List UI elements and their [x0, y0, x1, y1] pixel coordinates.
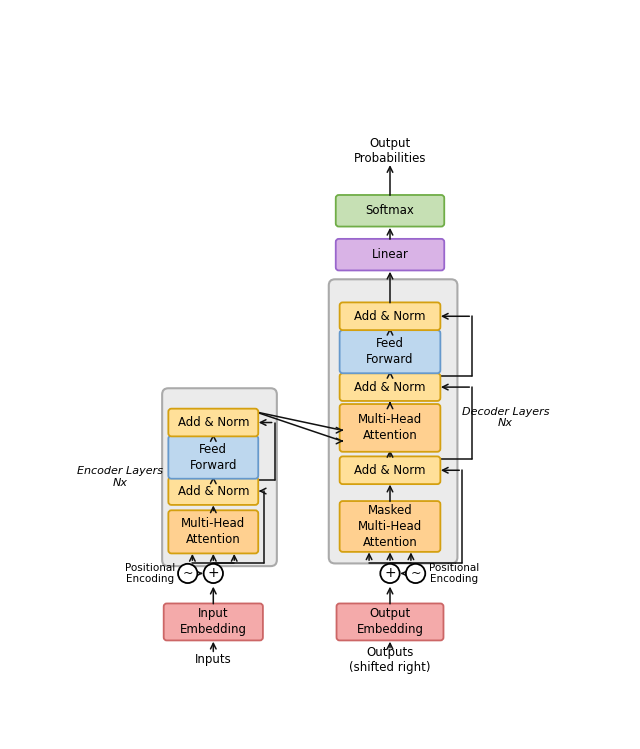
- Text: Add & Norm: Add & Norm: [177, 416, 249, 429]
- FancyBboxPatch shape: [340, 404, 440, 452]
- Circle shape: [380, 564, 400, 583]
- Text: Decoder Layers
Nx: Decoder Layers Nx: [461, 407, 549, 428]
- Text: Encoder Layers
Nx: Encoder Layers Nx: [77, 467, 163, 488]
- Text: ~: ~: [410, 567, 421, 580]
- Text: Multi-Head
Attention: Multi-Head Attention: [181, 518, 245, 546]
- Circle shape: [178, 564, 197, 583]
- Text: Add & Norm: Add & Norm: [355, 310, 426, 323]
- FancyBboxPatch shape: [336, 195, 444, 226]
- Text: Feed
Forward: Feed Forward: [189, 443, 237, 472]
- Circle shape: [204, 564, 223, 583]
- Text: Add & Norm: Add & Norm: [355, 464, 426, 477]
- Text: Multi-Head
Attention: Multi-Head Attention: [358, 413, 422, 443]
- Text: Softmax: Softmax: [365, 204, 415, 217]
- Text: +: +: [384, 566, 396, 580]
- Text: Masked
Multi-Head
Attention: Masked Multi-Head Attention: [358, 504, 422, 549]
- Text: Positional
Encoding: Positional Encoding: [125, 562, 175, 584]
- FancyBboxPatch shape: [168, 409, 259, 437]
- FancyBboxPatch shape: [340, 501, 440, 552]
- Text: ~: ~: [182, 567, 193, 580]
- FancyBboxPatch shape: [168, 436, 259, 479]
- FancyBboxPatch shape: [164, 604, 263, 640]
- FancyBboxPatch shape: [162, 388, 277, 566]
- Text: Output
Embedding: Output Embedding: [356, 607, 424, 637]
- FancyBboxPatch shape: [337, 604, 444, 640]
- Circle shape: [406, 564, 425, 583]
- Text: Input
Embedding: Input Embedding: [180, 607, 247, 637]
- Text: Linear: Linear: [372, 248, 408, 261]
- FancyBboxPatch shape: [329, 279, 458, 563]
- Text: Feed
Forward: Feed Forward: [366, 337, 413, 366]
- FancyBboxPatch shape: [340, 303, 440, 330]
- Text: Add & Norm: Add & Norm: [177, 485, 249, 497]
- FancyBboxPatch shape: [340, 330, 440, 373]
- FancyBboxPatch shape: [168, 477, 259, 505]
- Text: Inputs: Inputs: [195, 653, 232, 666]
- Text: +: +: [207, 566, 219, 580]
- FancyBboxPatch shape: [336, 239, 444, 270]
- FancyBboxPatch shape: [340, 373, 440, 401]
- Text: Add & Norm: Add & Norm: [355, 380, 426, 394]
- Text: Outputs
(shifted right): Outputs (shifted right): [349, 646, 431, 674]
- FancyBboxPatch shape: [168, 510, 259, 554]
- Text: Output
Probabilities: Output Probabilities: [354, 137, 426, 165]
- Text: Positional
Encoding: Positional Encoding: [429, 562, 479, 584]
- FancyBboxPatch shape: [340, 456, 440, 484]
